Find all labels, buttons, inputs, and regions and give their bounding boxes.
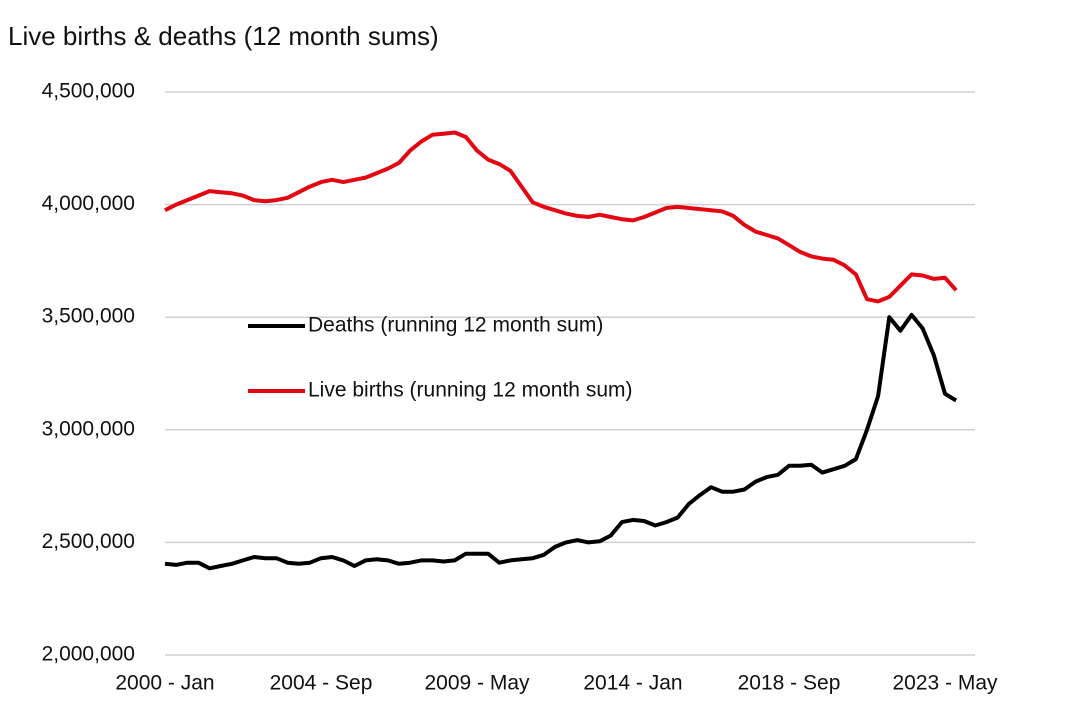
y-tick-label: 2,500,000 (42, 530, 135, 553)
y-tick-label: 2,000,000 (42, 643, 135, 666)
x-tick-label: 2009 - May (424, 672, 530, 695)
x-tick-label: 2004 - Sep (270, 672, 373, 695)
legend-label: Deaths (running 12 month sum) (308, 314, 603, 337)
x-tick-label: 2018 - Sep (738, 672, 841, 695)
x-tick-label: 2000 - Jan (115, 672, 214, 695)
x-tick-label: 2014 - Jan (583, 672, 682, 695)
y-tick-label: 4,000,000 (42, 192, 135, 215)
y-tick-label: 3,000,000 (42, 417, 135, 440)
legend-label: Live births (running 12 month sum) (308, 379, 633, 402)
series-line (164, 312, 958, 571)
y-tick-label: 3,500,000 (42, 305, 135, 328)
x-tick-label: 2023 - May (892, 672, 998, 695)
series-line (164, 130, 958, 304)
y-tick-label: 4,500,000 (42, 80, 135, 103)
chart-title: Live births & deaths (12 month sums) (8, 21, 439, 51)
